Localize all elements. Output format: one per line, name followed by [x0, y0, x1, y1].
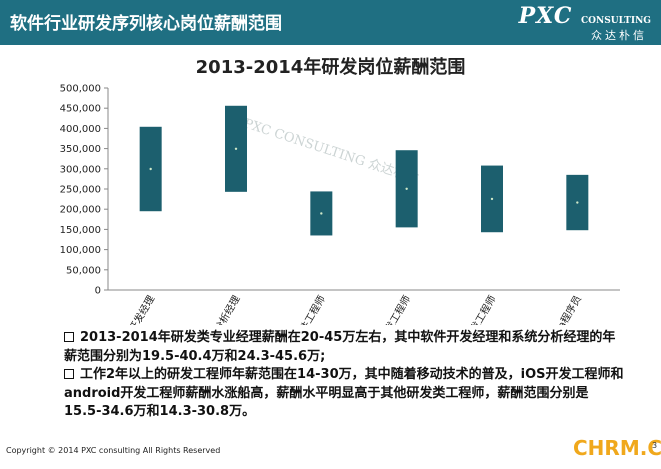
y-tick-label: 0	[95, 286, 101, 297]
copyright-footer: Copyright © 2014 PXC consulting All Righ…	[6, 446, 221, 455]
y-tick-label: 100,000	[60, 245, 101, 256]
x-tick-label: android开发工程师	[443, 293, 498, 325]
x-tick-label: 系统分析经理	[201, 293, 242, 325]
median-point	[576, 201, 579, 204]
page-number: 3	[652, 441, 658, 450]
y-tick-label: 400,000	[60, 124, 101, 135]
y-tick-label: 150,000	[60, 225, 101, 236]
checkbox-bullet-icon	[64, 369, 74, 379]
bullet-item-2: 工作2年以上的研发工程师年薪范围在14-30万，其中随着移动技术的普及，iOS开…	[64, 367, 624, 419]
header-bar: 软件行业研发序列核心岗位薪酬范围 PXC CONSULTING 众达朴信	[0, 0, 661, 45]
median-point	[234, 147, 238, 151]
y-tick-label: 300,000	[60, 164, 101, 175]
chart-title: 2013-2014年研发岗位薪酬范围	[195, 57, 466, 78]
logo-subtitle: 众达朴信	[591, 29, 647, 42]
x-tick-label: iOS开发工程师	[369, 293, 414, 325]
y-tick-label: 250,000	[60, 185, 101, 196]
x-tick-label: 高级java程序员	[537, 293, 584, 325]
page-title: 软件行业研发序列核心岗位薪酬范围	[10, 14, 282, 34]
bullet-item-1: 2013-2014年研发类专业经理薪酬在20-45万左右，其中软件开发经理和系统…	[64, 330, 616, 364]
bullet-list: 2013-2014年研发类专业经理薪酬在20-45万左右，其中软件开发经理和系统…	[64, 329, 624, 422]
x-tick-label: 应用软件工程师	[282, 293, 328, 325]
median-point	[490, 197, 494, 201]
y-tick-label: 350,000	[60, 144, 101, 155]
salary-range-chart: 0 50,000 100,000 150,000 200,000 250,000 300,0…	[60, 84, 620, 325]
median-point	[149, 167, 152, 171]
x-tick-label: 软件开发经理	[116, 293, 157, 325]
chrm-watermark: CHRM.CN	[573, 436, 661, 460]
y-tick-label: 200,000	[60, 205, 101, 216]
pxc-logo: PXC CONSULTING	[518, 3, 651, 29]
y-tick-label: 500,000	[60, 84, 101, 95]
median-point	[320, 212, 323, 215]
chart-watermark: PXC CONSULTING 众达朴信	[242, 116, 421, 187]
y-tick-label: 450,000	[60, 104, 101, 115]
median-point	[405, 187, 408, 190]
checkbox-bullet-icon	[64, 332, 74, 342]
y-tick-label: 50,000	[66, 265, 101, 276]
